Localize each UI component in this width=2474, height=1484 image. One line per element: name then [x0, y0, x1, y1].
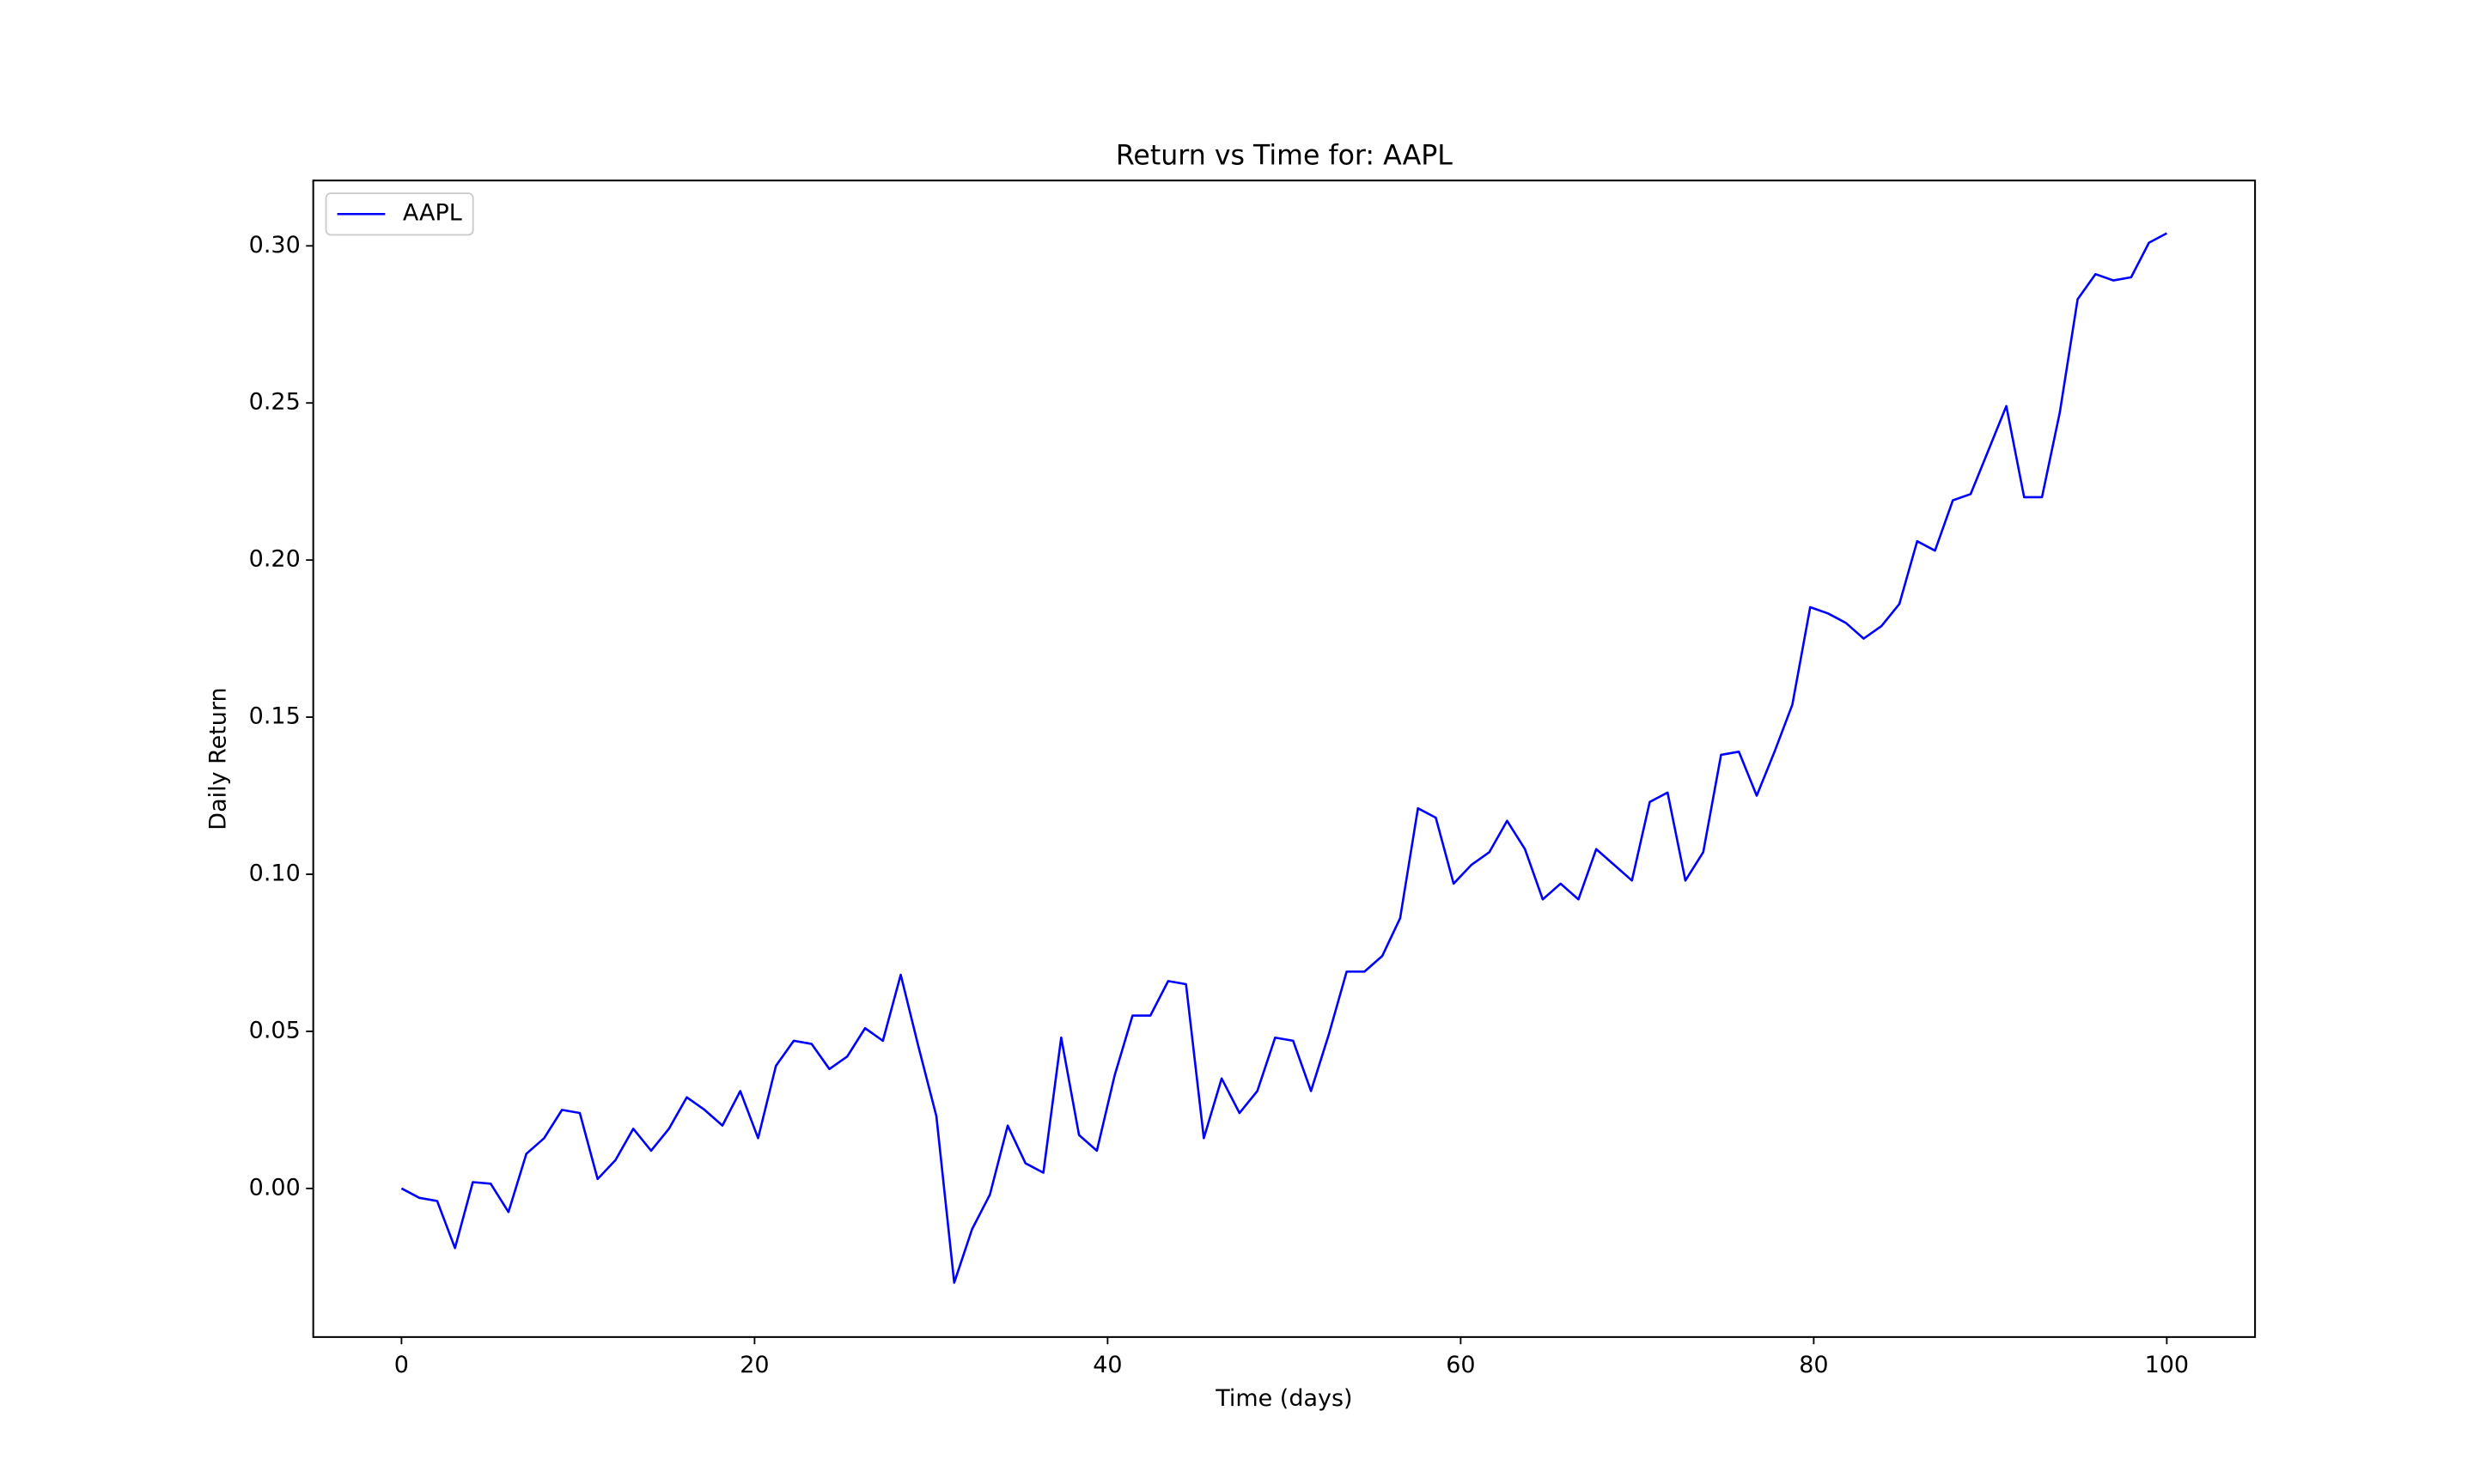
x-axis-label: Time (days) — [1215, 1385, 1352, 1412]
legend-label: AAPL — [403, 200, 462, 227]
legend-box — [325, 192, 474, 236]
x-tick-label: 0 — [394, 1352, 409, 1378]
y-tick-label: 0.00 — [249, 1174, 301, 1201]
y-tick-label: 0.10 — [249, 860, 301, 886]
chart-title: Return vs Time for: AAPL — [1116, 140, 1453, 171]
y-tick-label: 0.15 — [249, 703, 301, 730]
x-tick-label: 60 — [1446, 1352, 1475, 1378]
x-tick-label: 20 — [740, 1352, 769, 1378]
y-axis-label: Daily Return — [204, 687, 231, 830]
y-tick-label: 0.25 — [249, 389, 301, 416]
x-tick-label: 100 — [2145, 1352, 2189, 1378]
y-tick-label: 0.30 — [249, 232, 301, 258]
y-tick-label: 0.20 — [249, 546, 301, 573]
line-series — [400, 232, 2167, 1284]
plot-frame — [312, 179, 2257, 1338]
y-tick-label: 0.05 — [249, 1017, 301, 1043]
x-tick-label: 80 — [1799, 1352, 1828, 1378]
x-tick-label: 40 — [1093, 1352, 1122, 1378]
